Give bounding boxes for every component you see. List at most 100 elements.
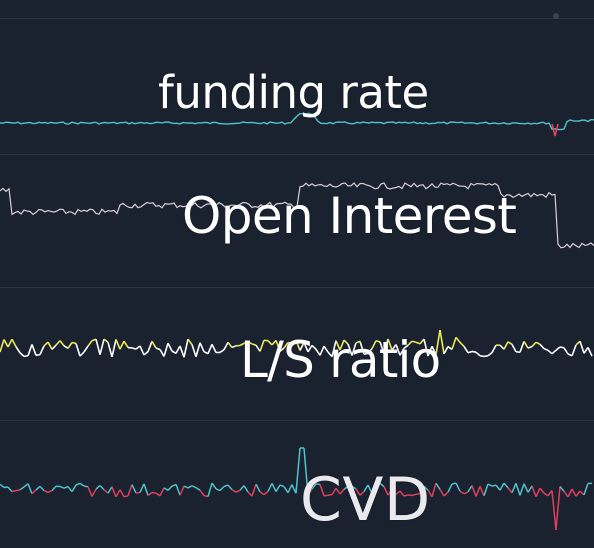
cvd-segment [271, 483, 277, 492]
cvd-segment [327, 493, 333, 496]
ls-ratio-segment [75, 343, 81, 357]
ls-ratio-segment [367, 348, 373, 354]
cvd-segment [379, 482, 385, 488]
cvd-segment [215, 488, 221, 492]
cvd-segment [527, 485, 533, 493]
ls-ratio-segment [175, 345, 181, 354]
funding-rate-line [0, 112, 594, 131]
cvd-segment [411, 493, 417, 497]
ls-ratio-segment [451, 337, 457, 350]
ls-ratio-segment [379, 341, 385, 354]
ls-ratio-segment [131, 347, 137, 350]
ls-ratio-segment [411, 340, 417, 344]
cvd-segment [547, 490, 553, 497]
ls-ratio-segment [395, 344, 401, 356]
cvd-segment [223, 484, 229, 488]
ls-ratio-segment [147, 341, 153, 352]
cvd-segment [187, 485, 193, 489]
ls-ratio-segment [527, 345, 533, 349]
cvd-segment [71, 484, 77, 493]
cvd-segment [439, 489, 445, 497]
ls-ratio-segment [43, 341, 49, 347]
cvd-segment [231, 489, 237, 493]
ls-ratio-segment [287, 341, 293, 345]
ls-ratio-segment [535, 341, 541, 345]
cvd-segment [283, 486, 289, 494]
ls-ratio-segment [383, 338, 389, 354]
cvd-segment [355, 488, 361, 496]
ls-ratio-segment [467, 350, 473, 354]
cvd-segment [435, 482, 441, 490]
cvd-segment [15, 489, 21, 492]
cvd-segment [43, 489, 49, 494]
ls-ratio-segment [427, 345, 433, 357]
ls-ratio-segment [227, 341, 233, 348]
cvd-segment [203, 494, 209, 498]
cvd-segment [83, 485, 89, 488]
ls-ratio-segment [31, 344, 37, 356]
ls-ratio-segment [547, 349, 553, 355]
ls-ratio-segment [135, 345, 141, 350]
cvd-segment [143, 483, 149, 496]
cvd-segment [503, 482, 509, 489]
cvd-segment [455, 482, 461, 492]
cvd-segment [35, 485, 41, 491]
ls-ratio-segment [387, 338, 393, 351]
cvd-segment [491, 484, 497, 487]
ls-ratio-segment [343, 339, 349, 345]
cvd-segment [391, 489, 397, 495]
ls-ratio-segment [3, 339, 9, 348]
cvd-segment [499, 482, 505, 491]
cvd-segment [255, 483, 261, 493]
cvd-segment [567, 488, 573, 498]
cvd-segment [87, 486, 93, 497]
ls-ratio-segment [327, 351, 333, 358]
ls-ratio-segment [555, 346, 561, 351]
ls-ratio-segment [415, 341, 421, 345]
panel-divider [0, 154, 594, 155]
cvd-segment [207, 482, 213, 497]
cvd-segment [319, 484, 325, 497]
cvd-segment [387, 489, 393, 496]
ls-ratio-segment [371, 340, 377, 350]
cvd-segment [443, 491, 449, 497]
cvd-segment [419, 485, 425, 495]
ls-ratio-segment [307, 344, 313, 353]
cvd-segment [559, 486, 565, 492]
ls-ratio-segment [579, 340, 585, 354]
panel-divider [0, 287, 594, 288]
cvd-segment [175, 484, 181, 496]
ls-ratio-segment [71, 341, 77, 345]
ls-ratio-segment [187, 338, 193, 346]
cvd-segment [447, 483, 453, 493]
ls-ratio-segment [483, 354, 489, 358]
cvd-segment [359, 490, 365, 496]
cvd-segment [407, 494, 413, 497]
ls-ratio-segment [39, 345, 45, 355]
cvd-segment [99, 484, 105, 491]
cvd-segment [119, 489, 125, 498]
cvd-segment [259, 491, 265, 496]
ls-ratio-segment [583, 347, 589, 354]
cvd-segment [103, 489, 109, 494]
ls-ratio-lines [0, 329, 593, 358]
ls-ratio-segment [79, 351, 85, 357]
cvd-segment [563, 490, 569, 498]
cvd-segment [0, 483, 5, 489]
cvd-segment [295, 447, 301, 494]
ls-ratio-segment [99, 338, 105, 355]
cvd-segment [555, 486, 561, 531]
funding-rate-spike [551, 123, 559, 137]
cvd-segment [483, 483, 489, 496]
cvd-segment [311, 483, 317, 490]
ls-ratio-segment [87, 340, 93, 347]
ls-ratio-segment [323, 345, 329, 353]
ls-ratio-label: L/S ratio [240, 331, 441, 389]
cvd-segment [91, 488, 97, 497]
cvd-segment [403, 494, 409, 497]
ls-ratio-segment [35, 353, 41, 357]
ls-ratio-segment [523, 340, 529, 349]
ls-ratio-segment [67, 342, 73, 349]
